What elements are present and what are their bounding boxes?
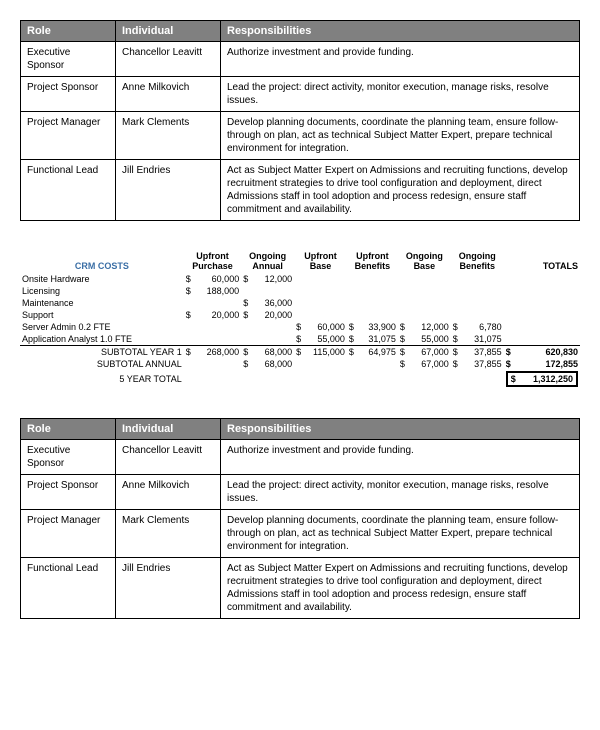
col-upfront-base: UpfrontBase — [294, 251, 347, 273]
col-ongoing-benefits: OngoingBenefits — [451, 251, 504, 273]
cell-role: Project Manager — [21, 509, 116, 557]
header-responsibilities-2: Responsibilities — [221, 418, 580, 439]
cell-resp: Act as Subject Matter Expert on Admissio… — [221, 557, 580, 618]
cost-row: Server Admin 0.2 FTE$60,000$33,900$12,00… — [20, 321, 580, 333]
cell-individual: Chancellor Leavitt — [116, 42, 221, 77]
cost-row: Application Analyst 1.0 FTE$55,000$31,07… — [20, 333, 580, 346]
cost-subtotal-row: SUBTOTAL ANNUAL$68,000$67,000$37,855$172… — [20, 358, 580, 370]
cell-role: Project Sponsor — [21, 474, 116, 509]
cell-role: Functional Lead — [21, 160, 116, 221]
cell-resp: Develop planning documents, coordinate t… — [221, 509, 580, 557]
cost-label: Licensing — [20, 285, 184, 297]
cell-individual: Mark Clements — [116, 112, 221, 160]
header-individual: Individual — [116, 21, 221, 42]
table-row: Project SponsorAnne MilkovichLead the pr… — [21, 77, 580, 112]
cost-label: Support — [20, 309, 184, 321]
cell-resp: Authorize investment and provide funding… — [221, 42, 580, 77]
cell-individual: Jill Endries — [116, 160, 221, 221]
header-role: Role — [21, 21, 116, 42]
roles-table-2: Role Individual Responsibilities Executi… — [20, 418, 580, 619]
col-upfront-benefits: UpfrontBenefits — [347, 251, 398, 273]
cell-role: Executive Sponsor — [21, 439, 116, 474]
table-row: Functional LeadJill EndriesAct as Subjec… — [21, 557, 580, 618]
cell-individual: Anne Milkovich — [116, 77, 221, 112]
header-responsibilities: Responsibilities — [221, 21, 580, 42]
cell-resp: Lead the project: direct activity, monit… — [221, 474, 580, 509]
cost-label: Maintenance — [20, 297, 184, 309]
col-ongoing-base: OngoingBase — [398, 251, 451, 273]
cell-individual: Anne Milkovich — [116, 474, 221, 509]
grand-total-label: 5 YEAR TOTAL — [20, 370, 184, 388]
subtotal-label: SUBTOTAL ANNUAL — [20, 358, 184, 370]
cell-resp: Authorize investment and provide funding… — [221, 439, 580, 474]
grand-total-value: $1,312,250 — [504, 370, 580, 388]
table-row: Project ManagerMark ClementsDevelop plan… — [21, 509, 580, 557]
roles-body-1: Executive SponsorChancellor LeavittAutho… — [21, 42, 580, 221]
subtotal-label: SUBTOTAL YEAR 1 — [20, 345, 184, 358]
cell-individual: Jill Endries — [116, 557, 221, 618]
cell-individual: Mark Clements — [116, 509, 221, 557]
cell-role: Project Sponsor — [21, 77, 116, 112]
col-totals: TOTALS — [504, 251, 580, 273]
cost-row: Licensing$188,000 — [20, 285, 580, 297]
cell-role: Project Manager — [21, 112, 116, 160]
table-row: Executive SponsorChancellor LeavittAutho… — [21, 42, 580, 77]
cost-grand-total-row: 5 YEAR TOTAL $1,312,250 — [20, 370, 580, 388]
cell-individual: Chancellor Leavitt — [116, 439, 221, 474]
cell-resp: Act as Subject Matter Expert on Admissio… — [221, 160, 580, 221]
table-row: Project SponsorAnne MilkovichLead the pr… — [21, 474, 580, 509]
costs-title: CRM COSTS — [20, 251, 184, 273]
cost-label: Application Analyst 1.0 FTE — [20, 333, 184, 346]
cell-role: Executive Sponsor — [21, 42, 116, 77]
cost-row: Onsite Hardware$60,000$12,000 — [20, 273, 580, 285]
cell-role: Functional Lead — [21, 557, 116, 618]
cost-label: Onsite Hardware — [20, 273, 184, 285]
header-role-2: Role — [21, 418, 116, 439]
cost-label: Server Admin 0.2 FTE — [20, 321, 184, 333]
cell-resp: Lead the project: direct activity, monit… — [221, 77, 580, 112]
cell-resp: Develop planning documents, coordinate t… — [221, 112, 580, 160]
table-row: Functional LeadJill EndriesAct as Subjec… — [21, 160, 580, 221]
table-row: Executive SponsorChancellor LeavittAutho… — [21, 439, 580, 474]
table-row: Project ManagerMark ClementsDevelop plan… — [21, 112, 580, 160]
cost-row: Support$20,000$20,000 — [20, 309, 580, 321]
col-upfront-purchase: UpfrontPurchase — [184, 251, 241, 273]
roles-body-2: Executive SponsorChancellor LeavittAutho… — [21, 439, 580, 618]
costs-section: CRM COSTS UpfrontPurchase OngoingAnnual … — [20, 251, 580, 388]
cost-subtotal-row: SUBTOTAL YEAR 1$268,000$68,000$115,000$6… — [20, 345, 580, 358]
cost-row: Maintenance$36,000 — [20, 297, 580, 309]
col-ongoing-annual: OngoingAnnual — [241, 251, 294, 273]
roles-table-1: Role Individual Responsibilities Executi… — [20, 20, 580, 221]
header-individual-2: Individual — [116, 418, 221, 439]
costs-body: Onsite Hardware$60,000$12,000Licensing$1… — [20, 273, 580, 388]
costs-table: CRM COSTS UpfrontPurchase OngoingAnnual … — [20, 251, 580, 388]
